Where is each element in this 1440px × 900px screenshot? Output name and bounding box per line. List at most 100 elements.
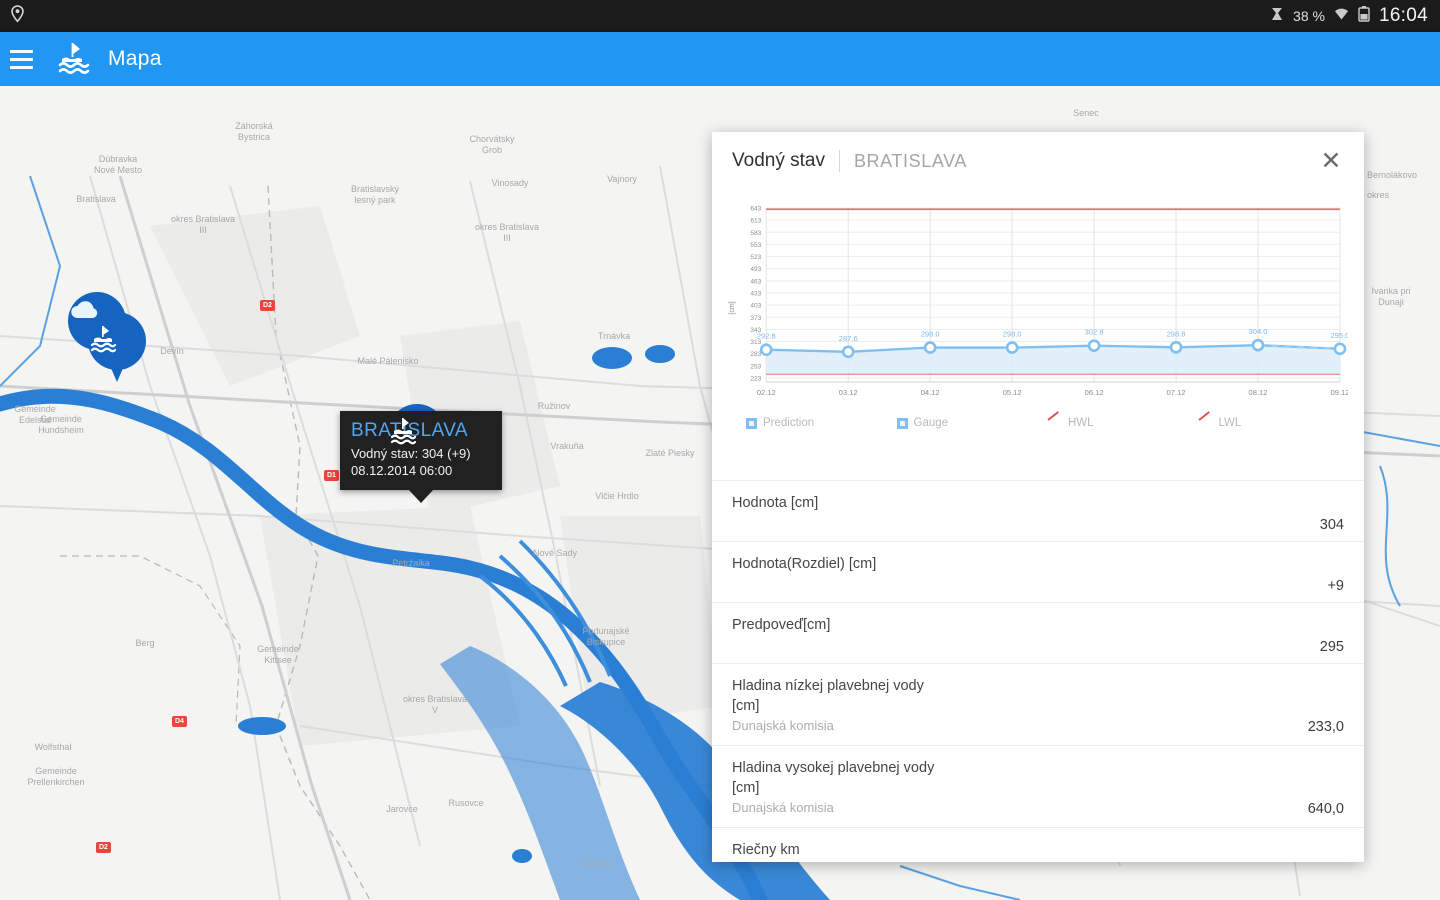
detail-row[interactable]: Hodnota [cm] 304 [712, 480, 1364, 541]
chart-y-tick-label: 283 [750, 351, 761, 358]
chart-x-tick-label: 07.12 [1167, 388, 1186, 397]
chart-y-tick-label: 463 [750, 278, 761, 285]
detail-row[interactable]: Hodnota(Rozdiel) [cm] +9 [712, 541, 1364, 602]
chart-data-point[interactable] [1087, 339, 1101, 352]
chart-y-tick-label: 613 [750, 218, 761, 225]
chart-y-tick-label: 253 [750, 363, 761, 370]
page-title: Mapa [108, 47, 162, 70]
location-pin-icon [10, 5, 25, 27]
detail-row-label: Hladina nízkej plavebnej vody [cm] [732, 678, 924, 714]
chart-y-tick-label: 583 [750, 230, 761, 237]
detail-row-value: +9 [1327, 578, 1344, 594]
chart-area-fill [766, 345, 1340, 374]
legend-line-icon [1198, 418, 1213, 429]
chart-x-tick-label: 04.12 [921, 388, 940, 397]
chart-x-tick-label: 05.12 [1003, 388, 1022, 397]
tooltip-timestamp: 08.12.2014 06:00 [351, 463, 453, 478]
chart-series-prediction [1257, 343, 1341, 351]
panel-bottom-fade [712, 856, 1364, 862]
chart-point-label: 298.0 [1003, 330, 1022, 339]
status-left [10, 5, 25, 27]
chart-x-tick-label: 08.12 [1249, 388, 1268, 397]
water-level-chart: 643 613 583 553 523 493 463 433 403 373 343 313 283 2… [712, 190, 1364, 480]
detail-row-value: 295 [1319, 639, 1344, 655]
wifi-icon [1334, 6, 1349, 26]
road-shield: D4 [172, 716, 187, 727]
chart-point-label: 298.8 [1167, 329, 1186, 338]
panel-title: Vodný stav [732, 150, 825, 171]
map-tooltip[interactable]: BRATISLAVA Vodný stav: 304 (+9) 08.12.20… [340, 411, 502, 503]
detail-row-label: Hladina vysokej plavebnej vody [cm] [732, 760, 935, 796]
chart-y-tick-label: 223 [750, 375, 761, 382]
boat-waves-logo-icon [52, 38, 94, 80]
app-bar: Mapa [0, 32, 1440, 86]
detail-row-value: 233,0 [1307, 719, 1344, 735]
road-shield: D2 [96, 842, 111, 853]
legend-line-icon [1047, 418, 1062, 429]
chart-data-point[interactable] [1169, 340, 1183, 354]
legend-item-prediction: Prediction [746, 417, 897, 429]
chart-point-label: 302.8 [1085, 328, 1104, 337]
header-divider [838, 150, 840, 172]
legend-label: Prediction [763, 417, 815, 429]
chart-legend: Prediction Gauge HWL LWL [724, 415, 1348, 429]
chart-svg: 643 613 583 553 523 493 463 433 403 373 343 313 283 2… [729, 206, 1348, 397]
hamburger-menu-icon[interactable] [4, 32, 38, 86]
chart-y-tick-label: 553 [750, 242, 761, 249]
legend-item-hwl: HWL [1047, 417, 1198, 429]
chart-x-tick-label: 02.12 [757, 388, 776, 397]
chart-x-tick-label: 06.12 [1085, 388, 1104, 397]
battery-icon [1358, 5, 1370, 27]
detail-row[interactable]: Riečny km1868,8 [712, 827, 1364, 862]
panel-subtitle: BRATISLAVA [853, 150, 967, 171]
legend-item-gauge: Gauge [896, 417, 1048, 429]
chart-point-label: 287.6 [839, 334, 858, 343]
chart-y-tick-label: 643 [750, 206, 761, 213]
detail-rows: Hodnota [cm] 304 Hodnota(Rozdiel) [cm] +9 Pr… [712, 480, 1364, 862]
chart-data-point[interactable] [841, 345, 855, 359]
chart-data-point[interactable] [1251, 338, 1265, 352]
close-icon[interactable]: ✕ [1320, 146, 1342, 175]
water-level-detail-panel: Vodný stav BRATISLAVA ✕ 643 613 583 553 523 4… [712, 132, 1364, 862]
chart-data-point[interactable] [1333, 342, 1347, 356]
chart-y-tick-label: 433 [750, 290, 761, 297]
cast-icon [1270, 6, 1284, 27]
detail-row-value: 304 [1319, 517, 1344, 533]
status-right: 38 % 16:04 [1270, 5, 1428, 27]
chart-y-tick-label: 403 [750, 303, 761, 310]
chart-y-tick-label: 313 [750, 339, 761, 346]
legend-swatch-icon [746, 417, 757, 429]
chart-data-point[interactable] [923, 341, 937, 354]
chart-x-tick-label: 09.12 [1331, 388, 1348, 397]
gauge-marker-devin[interactable] [88, 312, 146, 384]
legend-label: Gauge [913, 417, 949, 429]
detail-row-label: Hodnota(Rozdiel) [cm] [732, 556, 877, 572]
detail-row-label: Hodnota [cm] [732, 495, 819, 511]
detail-row-source: Dunajská komisia [732, 718, 834, 733]
detail-row-label: Predpoveď[cm] [732, 617, 831, 633]
detail-row[interactable]: Hladina nízkej plavebnej vody [cm] Dunajsk… [712, 663, 1364, 745]
tooltip-title: BRATISLAVA [351, 420, 491, 442]
detail-row-value: 640,0 [1307, 801, 1344, 817]
road-shield: D2 [260, 300, 275, 311]
chart-data-point[interactable] [1005, 341, 1019, 354]
chart-y-tick-label: 523 [750, 254, 761, 261]
panel-header: Vodný stav BRATISLAVA ✕ [712, 132, 1364, 190]
chart-point-label: 295.0 [1331, 331, 1348, 340]
chart-x-tick-label: 03.12 [839, 388, 858, 397]
road-shield: D1 [324, 470, 339, 481]
chart-y-tick-label: 493 [750, 266, 761, 273]
chart-y-tick-label: 373 [750, 315, 761, 322]
android-status-bar: 38 % 16:04 [0, 0, 1440, 32]
legend-label: LWL [1218, 417, 1242, 429]
chart-point-label: 304.0 [1249, 327, 1268, 336]
chart-y-tick-label: 343 [750, 327, 761, 334]
detail-row[interactable]: Predpoveď[cm] 295 [712, 602, 1364, 663]
chart-point-label: 292.8 [757, 332, 776, 341]
chart-y-axis-title: [cm] [729, 301, 736, 314]
legend-swatch-icon [896, 417, 908, 429]
chart-data-point[interactable] [759, 343, 773, 357]
chart-series-gauge [766, 343, 1341, 354]
detail-row[interactable]: Hladina vysokej plavebnej vody [cm] Dunajs… [712, 745, 1364, 827]
